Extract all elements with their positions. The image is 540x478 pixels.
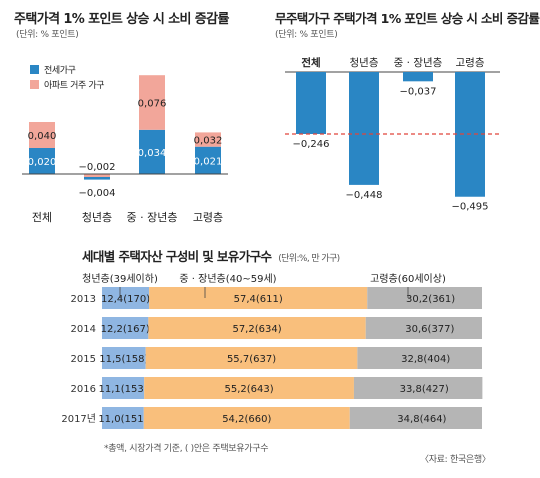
segment-middle-aged — [149, 287, 368, 309]
bar-no-house — [403, 72, 433, 82]
category-label: 청년층 — [350, 57, 379, 69]
data-label-apartment: 0,076 — [138, 99, 167, 110]
segment-youth — [102, 407, 144, 429]
data-label-apartment: 0,032 — [194, 136, 223, 147]
data-label: −0,495 — [451, 202, 488, 213]
series-header: 중 · 장년층(40~59세) — [179, 273, 276, 285]
category-label: 중 · 장년층 — [394, 57, 443, 69]
segment-youth-label: 11,5(158) — [99, 354, 148, 365]
segment-elderly — [353, 377, 483, 399]
segment-elderly — [357, 347, 482, 369]
legend-swatch-apartment — [30, 80, 39, 89]
bar-apartment — [84, 174, 110, 177]
data-label-jeonse: −0,004 — [78, 188, 115, 199]
segment-middle-aged-label: 57,4(611) — [234, 294, 283, 305]
segment-youth — [102, 347, 146, 369]
category-label: 중 · 장년층 — [127, 211, 178, 224]
legend-swatch-jeonse — [30, 65, 39, 74]
segment-elderly-label: 30,6(377) — [405, 324, 454, 335]
bar-no-house — [296, 72, 326, 134]
bar-apartment — [195, 132, 221, 147]
segment-youth-label: 12,2(167) — [101, 324, 150, 335]
chart3-title-text: 세대별 주택자산 구성비 및 보유가구수 — [82, 249, 272, 264]
year-label: 2014 — [71, 324, 96, 335]
year-label: 2013 — [71, 294, 96, 305]
bar-jeonse — [195, 146, 221, 174]
data-label-jeonse: 0,021 — [194, 156, 223, 167]
segment-elderly — [365, 317, 482, 339]
data-label-jeonse: 0,020 — [28, 157, 57, 168]
data-label: −0,246 — [292, 139, 329, 150]
segment-elderly — [367, 287, 482, 309]
segment-middle-aged-label: 57,2(634) — [232, 324, 281, 335]
series-header: 고령층(60세이상) — [370, 273, 446, 285]
year-label: 2016 — [71, 384, 96, 395]
year-label: 2017년 — [61, 413, 96, 425]
bar-apartment — [29, 122, 55, 148]
segment-youth — [102, 287, 150, 309]
legend-item-jeonse: 전세가구 — [30, 62, 104, 77]
segment-elderly-label: 34,8(464) — [397, 414, 446, 425]
segment-elderly — [349, 407, 482, 429]
bar-jeonse — [84, 177, 110, 180]
bar-apartment — [139, 75, 165, 130]
category-label: 고령층 — [456, 57, 485, 69]
data-label-jeonse: 0,034 — [138, 148, 167, 159]
legend-item-apartment: 아파트 거주 가구 — [30, 77, 104, 92]
series-header: 청년층(39세이하) — [82, 272, 158, 285]
data-label: −0,037 — [399, 86, 436, 97]
legend-label-jeonse: 전세가구 — [44, 66, 76, 76]
segment-middle-aged-label: 55,7(637) — [227, 354, 276, 365]
segment-middle-aged — [143, 407, 350, 429]
segment-middle-aged-label: 55,2(643) — [224, 384, 273, 395]
bar-jeonse — [139, 129, 165, 174]
data-label: −0,448 — [345, 190, 382, 201]
segment-middle-aged — [145, 347, 358, 369]
segment-elderly-label: 33,8(427) — [400, 384, 449, 395]
category-label: 청년층 — [82, 211, 112, 224]
year-label: 2015 — [71, 354, 96, 365]
category-label: 고령층 — [193, 211, 223, 224]
segment-youth-label: 12,4(170) — [101, 294, 150, 305]
chart3-title: 세대별 주택자산 구성비 및 보유가구수 (단위:%, 만 가구) — [82, 246, 340, 265]
bar-no-house — [349, 72, 379, 185]
legend-label-apartment: 아파트 거주 가구 — [44, 81, 105, 91]
chart2-unit: (단위: % 포인트) — [275, 30, 338, 40]
segment-youth — [102, 317, 149, 339]
segment-elderly-label: 32,8(404) — [401, 354, 450, 365]
segment-youth-label: 11,0(151) — [98, 414, 147, 425]
chart2-title: 무주택가구 주택가격 1% 포인트 상승 시 소비 증감률 — [275, 11, 540, 26]
segment-youth-label: 11,1(153) — [99, 384, 148, 395]
segment-middle-aged-label: 54,2(660) — [222, 414, 271, 425]
segment-middle-aged — [144, 377, 354, 399]
chart3-unit: (단위:%, 만 가구) — [278, 254, 340, 264]
data-label-apartment: 0,040 — [28, 131, 57, 142]
chart1-legend: 전세가구 아파트 거주 가구 — [30, 62, 104, 92]
chart1-title: 주택가격 1% 포인트 상승 시 소비 증감률 — [14, 12, 229, 27]
data-label-apartment: −0,002 — [78, 162, 115, 173]
chart3-source: 〈자료: 한국은행〉 — [420, 455, 491, 465]
segment-middle-aged — [148, 317, 366, 339]
chart3-footnote: *총액, 시장가격 기준, ( )안은 주택보유가구수 — [104, 444, 269, 454]
segment-elderly-label: 30,2(361) — [406, 294, 455, 305]
category-label: 전체 — [301, 56, 320, 69]
bar-jeonse — [29, 148, 55, 174]
chart1-unit: (단위: % 포인트) — [16, 30, 79, 40]
segment-youth — [102, 377, 145, 399]
category-label: 전체 — [32, 211, 52, 224]
